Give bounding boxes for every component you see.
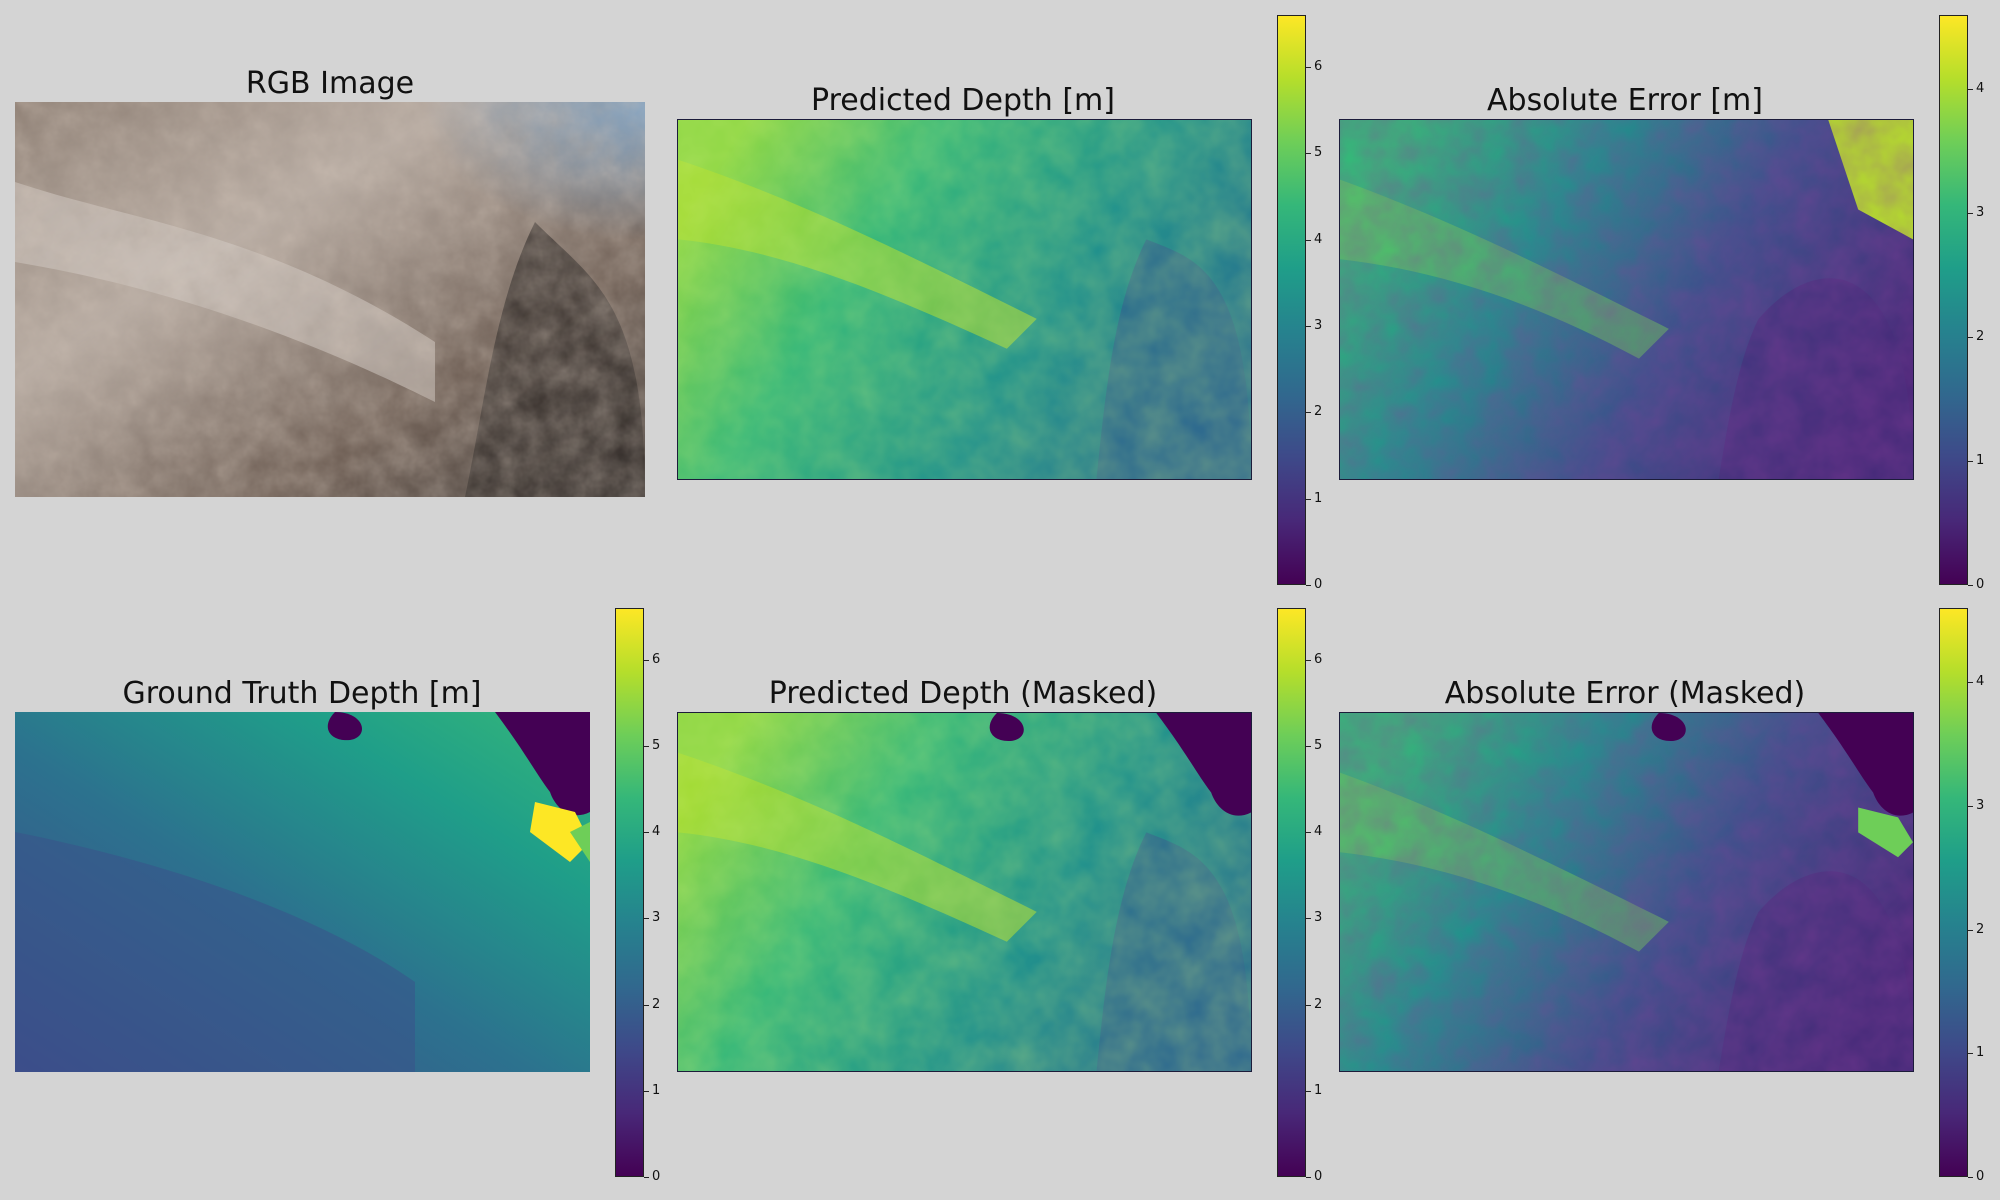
colorbar-tick-label: 0: [1314, 577, 1323, 592]
colorbar-tick-mark: [644, 660, 649, 661]
colorbar-tick-mark: [644, 1005, 649, 1006]
rgb-image-title: RGB Image: [245, 66, 415, 101]
ground-truth-depth-colorbar: [615, 608, 644, 1177]
colorbar-tick-label: 3: [1314, 910, 1323, 925]
colorbar-tick-label: 4: [652, 824, 661, 839]
colorbar-tick-label: 1: [1976, 1045, 1985, 1060]
colorbar-tick-mark: [1306, 1177, 1311, 1178]
absolute-error-title: Absolute Error [m]: [1487, 83, 1763, 118]
colorbar-tick-label: 2: [1314, 404, 1323, 419]
colorbar-tick-label: 0: [1976, 1169, 1985, 1184]
absolute-error-masked-title: Absolute Error (Masked): [1444, 676, 1806, 711]
colorbar-tick-label: 3: [1976, 798, 1985, 813]
colorbar-tick-label: 2: [1314, 997, 1323, 1012]
predicted-depth-masked-colorbar: [1277, 608, 1306, 1177]
colorbar-tick-mark: [1306, 499, 1311, 500]
absolute-error-colorbar: [1939, 15, 1968, 585]
colorbar-tick-label: 6: [1314, 59, 1323, 74]
colorbar-tick-label: 1: [1976, 453, 1985, 468]
colorbar-tick-mark: [644, 918, 649, 919]
absolute-error-heatmap: [1339, 119, 1914, 480]
colorbar-tick-mark: [1968, 89, 1973, 90]
colorbar-tick-mark: [1306, 1005, 1311, 1006]
colorbar-tick-label: 5: [1314, 145, 1323, 160]
colorbar-tick-label: 0: [1976, 577, 1985, 592]
colorbar-tick-mark: [1968, 1177, 1973, 1178]
colorbar-tick-mark: [1306, 918, 1311, 919]
colorbar-tick-label: 3: [1976, 205, 1985, 220]
colorbar-tick-label: 4: [1314, 232, 1323, 247]
colorbar-tick-mark: [1968, 806, 1973, 807]
colorbar-tick-mark: [1306, 326, 1311, 327]
predicted-depth-colorbar: [1277, 15, 1306, 585]
colorbar-tick-label: 1: [1314, 1083, 1323, 1098]
colorbar-tick-mark: [1968, 585, 1973, 586]
colorbar-tick-mark: [644, 746, 649, 747]
colorbar-tick-label: 0: [1314, 1169, 1323, 1184]
colorbar-tick-label: 5: [1314, 738, 1323, 753]
ground-truth-depth-title: Ground Truth Depth [m]: [122, 676, 482, 711]
colorbar-tick-label: 4: [1976, 81, 1985, 96]
colorbar-tick-label: 0: [652, 1169, 661, 1184]
predicted-depth-heatmap: [677, 119, 1252, 480]
colorbar-tick-mark: [1306, 412, 1311, 413]
colorbar-tick-mark: [644, 832, 649, 833]
colorbar-tick-mark: [1968, 213, 1973, 214]
colorbar-tick-mark: [1306, 1091, 1311, 1092]
colorbar-tick-label: 4: [1314, 824, 1323, 839]
ground-truth-depth-heatmap: [15, 712, 590, 1072]
colorbar-tick-mark: [1968, 930, 1973, 931]
colorbar-tick-mark: [1306, 153, 1311, 154]
colorbar-tick-mark: [644, 1177, 649, 1178]
colorbar-tick-label: 2: [652, 997, 661, 1012]
colorbar-tick-label: 5: [652, 738, 661, 753]
predicted-depth-masked-title: Predicted Depth (Masked): [768, 676, 1158, 711]
colorbar-tick-label: 3: [1314, 318, 1323, 333]
predicted-depth-masked-heatmap: [677, 712, 1252, 1072]
colorbar-tick-label: 2: [1976, 329, 1985, 344]
colorbar-tick-mark: [1968, 682, 1973, 683]
rgb-image: [15, 102, 645, 497]
predicted-depth-title: Predicted Depth [m]: [811, 83, 1115, 118]
colorbar-tick-mark: [1306, 67, 1311, 68]
colorbar-tick-mark: [1306, 832, 1311, 833]
absolute-error-masked-colorbar: [1939, 608, 1968, 1177]
colorbar-tick-mark: [1968, 1053, 1973, 1054]
colorbar-tick-mark: [1306, 240, 1311, 241]
colorbar-tick-mark: [1306, 746, 1311, 747]
colorbar-tick-mark: [1968, 461, 1973, 462]
colorbar-tick-label: 2: [1976, 922, 1985, 937]
colorbar-tick-label: 6: [652, 652, 661, 667]
absolute-error-masked-heatmap: [1339, 712, 1914, 1072]
colorbar-tick-mark: [1306, 585, 1311, 586]
colorbar-tick-mark: [1306, 660, 1311, 661]
colorbar-tick-mark: [644, 1091, 649, 1092]
colorbar-tick-label: 4: [1976, 674, 1985, 689]
colorbar-tick-mark: [1968, 337, 1973, 338]
colorbar-tick-label: 1: [652, 1083, 661, 1098]
colorbar-tick-label: 1: [1314, 491, 1323, 506]
colorbar-tick-label: 3: [652, 910, 661, 925]
colorbar-tick-label: 6: [1314, 652, 1323, 667]
